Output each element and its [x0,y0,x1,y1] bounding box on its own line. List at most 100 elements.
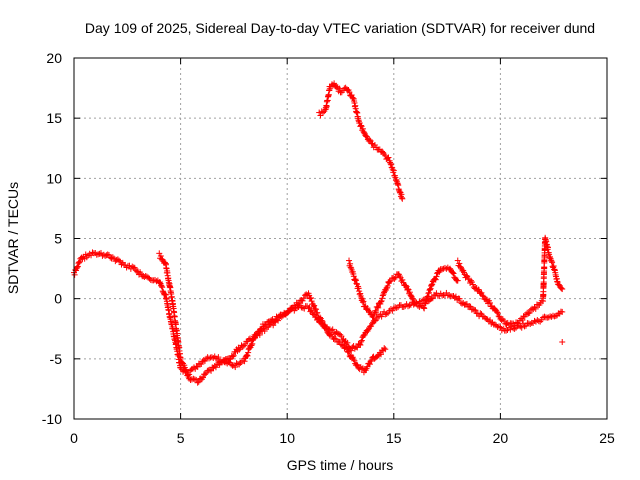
recovery-track-point [379,295,386,302]
y-tick-label: 0 [54,291,62,307]
recovery-track-point [449,269,456,276]
main-track-point [344,339,351,346]
lower-track-point [224,360,231,367]
main-track-point [357,341,364,348]
x-tick-label: 25 [599,430,615,446]
main-track-point [472,307,479,314]
main-track-point [372,317,379,324]
main-track-point [122,261,129,268]
main-track-point [337,331,344,338]
lower-track-point [228,361,235,368]
recovery-track-point [378,297,385,304]
recovery-track-point [402,282,409,289]
main-track-point [406,302,413,309]
recovery-track-point [355,285,362,292]
lower-track-point [264,319,271,326]
upper-track-point [399,195,406,202]
main-track-point [477,310,484,317]
main-track-point [236,346,243,353]
lower-track-point [366,361,373,368]
recovery-track-point [416,303,423,310]
lower-track-point [364,363,371,370]
upper-track-point [388,161,395,168]
upper-track-point [320,109,327,116]
main-track-point [371,317,378,324]
main-track-point [308,307,315,314]
recovery-track-point [366,308,373,315]
lower-track-point [187,377,194,384]
main-track-point [226,356,233,363]
chart-title: Day 109 of 2025, Sidereal Day-to-day VTE… [85,20,595,36]
lower-track-point [313,310,320,317]
lower-track-point [318,317,325,324]
lower-track-point [270,318,277,325]
grid-layer [74,58,607,419]
lower-track-point [232,364,239,371]
upper-track-point [385,154,392,161]
recovery-track-point [375,304,382,311]
lower-track-point [177,355,184,362]
lower-track-point [328,331,335,338]
lower-track-point [288,306,295,313]
recovery-track-point [387,277,394,284]
y-tick-label: 5 [54,231,62,247]
lower-track-point [374,352,381,359]
upper-track-point [359,125,366,132]
recovery-track-point [373,309,380,316]
lower-track-point [381,345,388,352]
y-tick-label: 10 [46,170,62,186]
main-track-point [527,321,534,328]
late-track-point [548,258,555,265]
upper-track-point [389,166,396,173]
main-track-point [105,251,112,258]
upper-track-point [363,133,370,140]
lower-track-point [299,297,306,304]
late-track-point [511,322,518,329]
recovery-track-point [425,289,432,296]
x-tick-label: 20 [493,430,509,446]
main-track-point [159,288,166,295]
late-track-point [479,292,486,299]
main-track-point [162,291,169,298]
data-marks [71,80,566,386]
recovery-track-point [408,294,415,301]
main-track-point [198,361,205,368]
late-track-point [463,272,470,279]
lower-track-point [273,313,280,320]
lower-track-point [300,295,307,302]
upper-track-point [346,89,353,96]
main-track-point [153,278,160,285]
recovery-track-point [424,293,431,300]
main-track-point [446,292,453,299]
main-track-point [111,255,118,262]
recovery-track-point [421,305,428,312]
lower-track-point [190,375,197,382]
upper-track-point [361,129,368,136]
late-track-point [494,310,501,317]
lower-track-point [194,379,201,386]
main-track-point [159,284,166,291]
lower-track-point [195,378,202,385]
lower-track-point [368,357,375,364]
recovery-track-point [433,273,440,280]
main-track-point [329,326,336,333]
recovery-track-point [379,292,386,299]
lower-track-point [344,348,351,355]
main-track-point [74,264,81,271]
late-track-point [525,310,532,317]
recovery-track-point [428,281,435,288]
late-track-point [549,259,556,266]
main-track-point [497,324,504,331]
recovery-track-point [352,277,359,284]
main-track-point [364,328,371,335]
lower-track-point [245,349,252,356]
lower-track-point [354,362,361,369]
x-tick-label: 5 [177,430,185,446]
main-track-point [156,279,163,286]
recovery-track-point [420,304,427,311]
lower-track-point [183,368,190,375]
x-tick-label: 10 [279,430,295,446]
recovery-track-point [427,285,434,292]
upper-track-point [356,119,363,126]
